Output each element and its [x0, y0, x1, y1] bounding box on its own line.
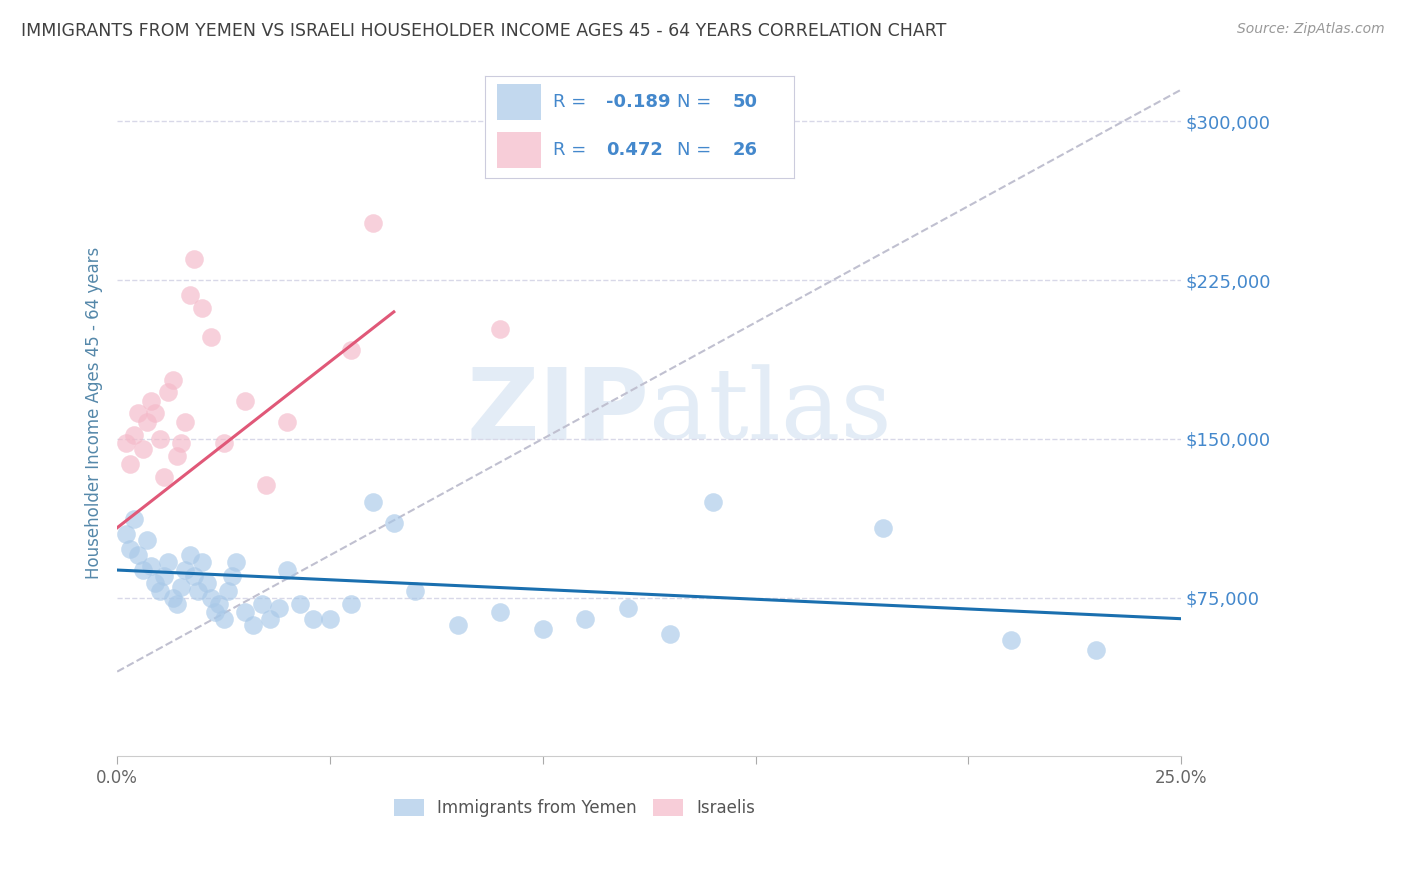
Point [149, 432, 172, 446]
Point [267, 601, 290, 615]
Point [136, 533, 159, 548]
Point [122, 427, 145, 442]
Point [404, 584, 426, 599]
Text: Source: ZipAtlas.com: Source: ZipAtlas.com [1237, 22, 1385, 37]
Point [166, 597, 188, 611]
Point [183, 252, 205, 266]
Point [187, 584, 209, 599]
Point [659, 626, 682, 640]
Point [1085, 643, 1108, 657]
Point [127, 407, 149, 421]
Point [157, 555, 180, 569]
Point [872, 521, 894, 535]
Point [145, 575, 167, 590]
Point [162, 591, 184, 605]
Point [254, 478, 277, 492]
Point [340, 343, 363, 357]
Point [200, 330, 222, 344]
Point [489, 606, 512, 620]
Point [122, 512, 145, 526]
Point [531, 622, 554, 636]
Legend: Immigrants from Yemen, Israelis: Immigrants from Yemen, Israelis [387, 792, 762, 823]
Point [242, 618, 264, 632]
Text: ZIP: ZIP [467, 364, 650, 461]
Point [162, 373, 184, 387]
Point [233, 393, 256, 408]
Point [141, 393, 163, 408]
Point [170, 436, 193, 450]
FancyBboxPatch shape [498, 84, 541, 120]
Point [174, 563, 197, 577]
Text: N =: N = [676, 93, 717, 111]
Point [179, 548, 201, 562]
Point [259, 612, 281, 626]
Point [382, 516, 405, 531]
Text: 50: 50 [733, 93, 758, 111]
Point [195, 575, 218, 590]
Point [170, 580, 193, 594]
Text: R =: R = [553, 93, 592, 111]
Point [145, 407, 167, 421]
Text: atlas: atlas [650, 365, 891, 460]
Point [118, 541, 141, 556]
Point [221, 569, 243, 583]
Point [153, 569, 176, 583]
Point [208, 597, 231, 611]
Text: R =: R = [553, 141, 592, 159]
Text: N =: N = [676, 141, 717, 159]
Point [114, 527, 136, 541]
Point [574, 612, 596, 626]
Point [489, 322, 512, 336]
Point [149, 584, 172, 599]
Point [702, 495, 724, 509]
Point [166, 449, 188, 463]
Point [136, 415, 159, 429]
FancyBboxPatch shape [498, 132, 541, 168]
Point [250, 597, 273, 611]
Point [153, 470, 176, 484]
Point [191, 555, 214, 569]
Point [319, 612, 342, 626]
Point [617, 601, 640, 615]
Point [290, 597, 312, 611]
Point [204, 606, 226, 620]
Point [157, 385, 180, 400]
Point [276, 415, 298, 429]
Point [132, 563, 155, 577]
Point [302, 612, 325, 626]
Text: -0.189: -0.189 [606, 93, 671, 111]
Point [361, 495, 384, 509]
Point [141, 558, 163, 573]
Point [446, 618, 468, 632]
Point [233, 606, 256, 620]
Point [132, 442, 155, 457]
Point [276, 563, 298, 577]
Point [118, 457, 141, 471]
Point [183, 569, 205, 583]
Point [1000, 632, 1022, 647]
Y-axis label: Householder Income Ages 45 - 64 years: Householder Income Ages 45 - 64 years [86, 246, 103, 579]
Point [127, 548, 149, 562]
Point [191, 301, 214, 315]
Point [340, 597, 363, 611]
Point [174, 415, 197, 429]
Point [114, 436, 136, 450]
Point [361, 216, 384, 230]
Point [212, 612, 235, 626]
Point [200, 591, 222, 605]
Text: 0.472: 0.472 [606, 141, 662, 159]
Text: 26: 26 [733, 141, 758, 159]
Point [217, 584, 239, 599]
Text: IMMIGRANTS FROM YEMEN VS ISRAELI HOUSEHOLDER INCOME AGES 45 - 64 YEARS CORRELATI: IMMIGRANTS FROM YEMEN VS ISRAELI HOUSEHO… [21, 22, 946, 40]
Point [212, 436, 235, 450]
Point [179, 288, 201, 302]
Point [225, 555, 247, 569]
